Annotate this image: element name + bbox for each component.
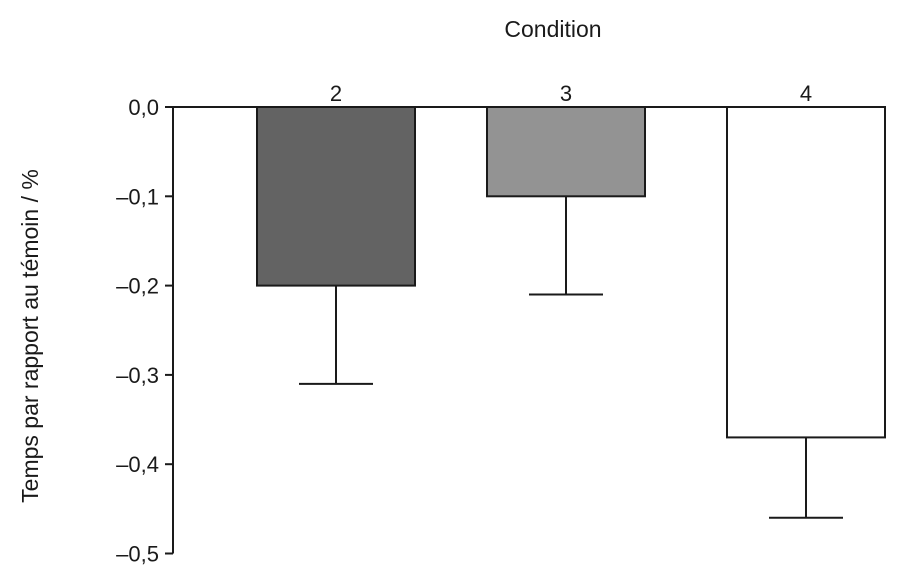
y-tick-label: 0,0 (128, 95, 159, 120)
bar-condition-2 (256, 106, 416, 287)
category-label: 4 (800, 81, 812, 106)
category-label: 2 (330, 81, 342, 106)
bar-condition-4 (726, 106, 886, 439)
category-labels: 2 3 4 (330, 81, 812, 106)
y-axis: 0,0 –0,1 –0,2 –0,3 –0,4 –0,5 (116, 95, 174, 567)
bars-group (256, 106, 886, 439)
y-tick-label: –0,2 (116, 274, 159, 299)
x-axis-title: Condition (504, 16, 601, 42)
y-tick-label: –0,1 (116, 184, 159, 209)
y-tick-label: –0,3 (116, 363, 159, 388)
y-axis-title: Temps par rapport au témoin / % (17, 169, 43, 503)
y-tick-label: –0,4 (116, 452, 159, 477)
bar-condition-3 (486, 106, 646, 198)
category-label: 3 (560, 81, 572, 106)
error-bars-group (299, 196, 843, 519)
y-tick-label: –0,5 (116, 542, 159, 567)
